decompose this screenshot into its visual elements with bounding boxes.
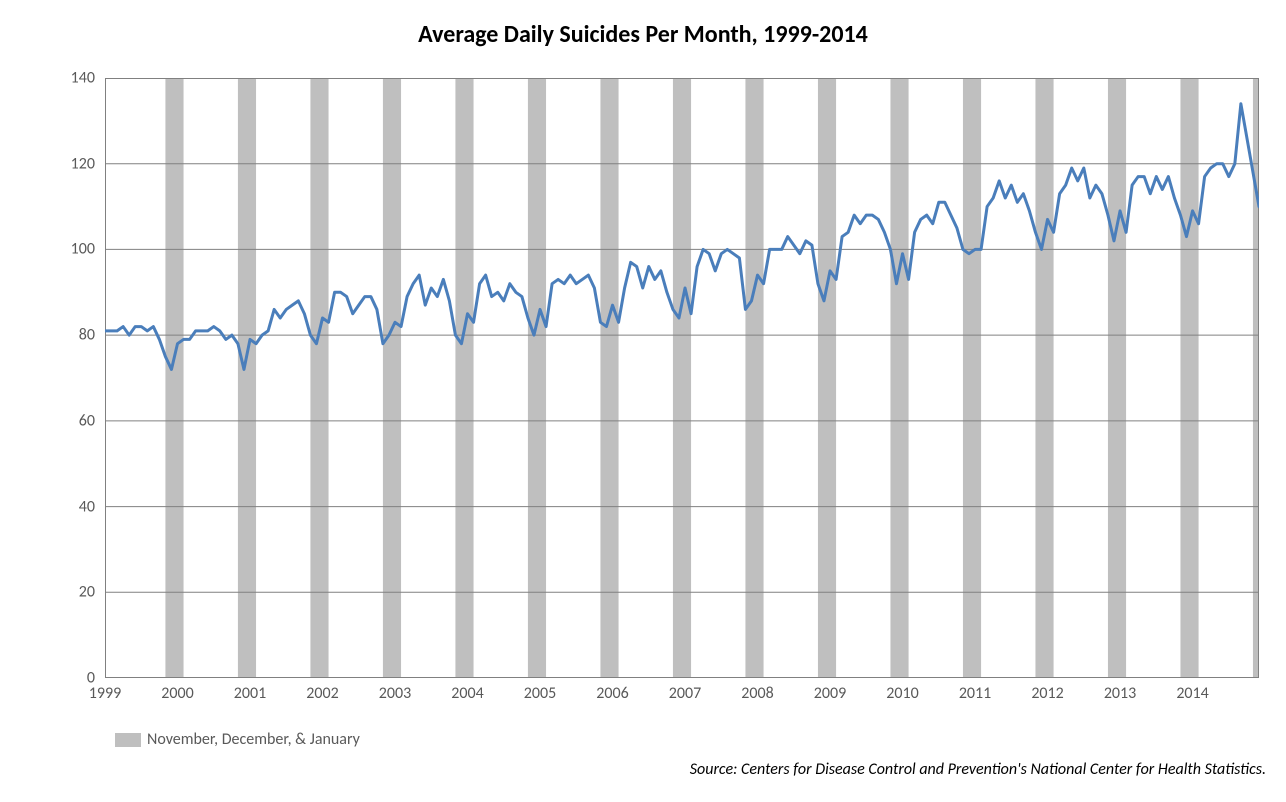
y-tick-label: 80 — [65, 326, 95, 345]
legend-swatch — [115, 733, 141, 747]
x-tick-label: 2004 — [451, 684, 483, 703]
y-tick-label: 40 — [65, 497, 95, 516]
y-tick-label: 100 — [65, 240, 95, 259]
y-tick-label: 140 — [65, 69, 95, 88]
x-tick-label: 2013 — [1104, 684, 1136, 703]
x-tick-label: 2003 — [379, 684, 411, 703]
x-tick-label: 2009 — [814, 684, 846, 703]
x-tick-label: 2000 — [161, 684, 193, 703]
source-citation: Source: Centers for Disease Control and … — [690, 760, 1266, 779]
x-tick-label: 2010 — [886, 684, 918, 703]
chart-title: Average Daily Suicides Per Month, 1999-2… — [0, 20, 1286, 49]
y-tick-label: 20 — [65, 583, 95, 602]
plot-area — [105, 78, 1259, 678]
x-tick-label: 2001 — [234, 684, 266, 703]
x-tick-label: 2014 — [1176, 684, 1208, 703]
x-tick-label: 2005 — [524, 684, 556, 703]
x-tick-label: 2006 — [596, 684, 628, 703]
legend-label: November, December, & January — [147, 730, 360, 749]
legend: November, December, & January — [115, 730, 360, 749]
x-tick-label: 2012 — [1031, 684, 1063, 703]
x-tick-label: 2007 — [669, 684, 701, 703]
x-tick-label: 2008 — [741, 684, 773, 703]
x-tick-label: 2011 — [959, 684, 991, 703]
x-tick-label: 1999 — [89, 684, 121, 703]
y-tick-label: 120 — [65, 154, 95, 173]
y-tick-label: 60 — [65, 411, 95, 430]
chart-svg — [105, 78, 1259, 678]
x-tick-label: 2002 — [306, 684, 338, 703]
